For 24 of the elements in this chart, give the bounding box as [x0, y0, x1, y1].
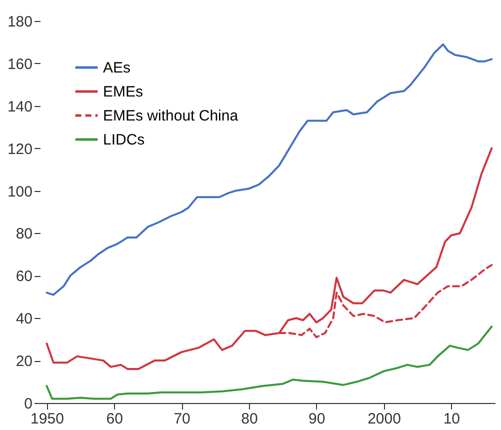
legend-label: EMEs: [103, 84, 144, 100]
line-series: [46, 326, 493, 400]
legend-label: AEs: [103, 60, 131, 76]
legend-label: EMEs without China: [103, 108, 239, 124]
y-tick-label: 0: [24, 396, 32, 412]
y-tick-label: 180: [7, 14, 32, 30]
line-series: [46, 43, 493, 296]
y-tick-label: 60: [16, 268, 32, 286]
y-tick-label: 100: [7, 183, 32, 200]
legend-label: LIDCs: [103, 132, 145, 148]
line-series: [46, 147, 493, 370]
y-tick-label: 40: [16, 310, 32, 328]
x-tick-label: 90: [308, 410, 326, 428]
y-tick-label: 20: [16, 353, 32, 370]
x-tick-label: 80: [241, 410, 258, 428]
y-tick-label: 140: [7, 98, 32, 116]
y-tick-label: 80: [16, 226, 32, 243]
x-tick-label: 70: [174, 410, 190, 428]
x-tick-label: 60: [106, 410, 123, 428]
y-tick-label: 120: [7, 140, 32, 158]
x-tick-label: 1950: [30, 410, 64, 428]
x-tick-label: 10: [443, 410, 460, 428]
x-tick-label: 2000: [368, 410, 401, 428]
y-tick-label: 160: [7, 56, 32, 73]
